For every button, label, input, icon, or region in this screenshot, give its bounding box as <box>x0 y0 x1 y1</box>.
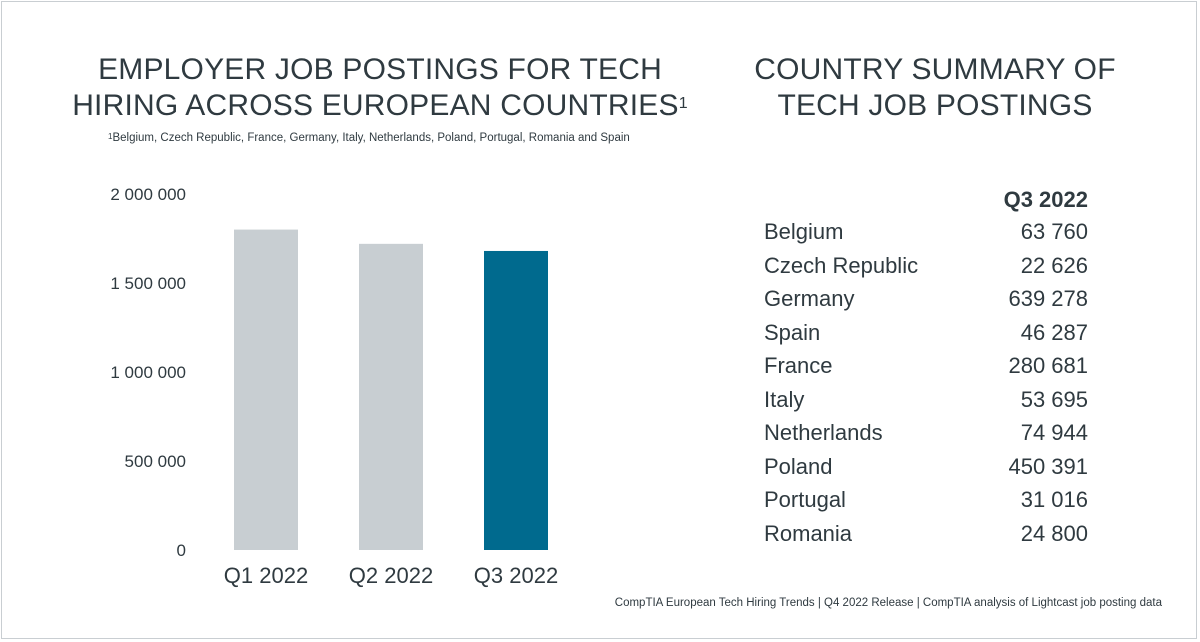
bar-q1-2022 <box>234 229 298 550</box>
chart-title-footnote-marker: 1 <box>678 95 688 112</box>
bar-q2-2022 <box>359 243 423 550</box>
summary-country: Netherlands <box>764 420 883 445</box>
source-note: CompTIA European Tech Hiring Trends | Q4… <box>614 597 1162 609</box>
footnote-marker: 1 <box>108 132 113 141</box>
summary-value: 450 391 <box>1008 453 1088 479</box>
x-tick-label: Q1 2022 <box>224 563 308 588</box>
summary-country: Germany <box>764 286 855 311</box>
summary-country: Portugal <box>764 487 846 512</box>
y-tick-label: 1 500 000 <box>110 274 186 293</box>
summary-value: 53 695 <box>1020 386 1088 412</box>
summary-country: France <box>764 353 833 378</box>
summary-value: 74 944 <box>1020 420 1088 445</box>
summary-row: Poland 450 391 <box>764 450 1088 484</box>
summary-title: COUNTRY SUMMARY OF TECH JOB POSTINGS <box>754 53 1116 122</box>
summary-row: Belgium 63 760 <box>764 215 1088 249</box>
summary-row: Germany 639 278 <box>764 282 1088 316</box>
summary-value: 22 626 <box>1020 252 1088 278</box>
summary-value: 639 278 <box>1008 286 1088 311</box>
summary-column-header: Q3 2022 <box>1003 187 1088 212</box>
y-tick-label: 2 000 000 <box>110 185 186 204</box>
summary-row: Italy 53 695 <box>764 383 1088 417</box>
summary-country: Belgium <box>764 219 844 244</box>
summary-value: 46 287 <box>1020 319 1088 345</box>
chart-footnote: 1Belgium, Czech Republic, France, German… <box>108 132 668 144</box>
summary-value: 31 016 <box>1020 487 1088 512</box>
summary-row: France 280 681 <box>764 349 1088 383</box>
y-tick-label: 1 000 000 <box>110 363 186 382</box>
country-summary-table: Q3 2022 Belgium 63 760 Czech Republic 22 62… <box>764 184 1088 550</box>
x-tick-label: Q2 2022 <box>349 563 433 588</box>
y-tick-label: 0 <box>177 541 186 560</box>
summary-row: Netherlands 74 944 <box>764 416 1088 450</box>
summary-rows: Belgium 63 760 Czech Republic 22 626 Germany… <box>764 215 1088 550</box>
summary-value: 63 760 <box>1020 219 1088 244</box>
chart-title-text: EMPLOYER JOB POSTINGS FOR TECH HIRING AC… <box>72 53 679 122</box>
summary-country: Italy <box>764 386 805 412</box>
summary-value: 24 800 <box>1020 520 1088 546</box>
summary-row: Czech Republic 22 626 <box>764 249 1088 283</box>
bar-q3-2022 <box>484 250 548 550</box>
summary-row: Spain 46 287 <box>764 316 1088 350</box>
summary-row: Romania 24 800 <box>764 517 1088 551</box>
summary-country: Spain <box>764 319 821 345</box>
summary-value: 280 681 <box>1008 353 1088 378</box>
bar-chart: 0 500 000 1 000 000 1 500 000 2 000 000 Q1 20… <box>110 185 558 588</box>
summary-country: Czech Republic <box>764 252 919 278</box>
y-tick-label: 500 000 <box>125 452 186 471</box>
chart-title: EMPLOYER JOB POSTINGS FOR TECH HIRING AC… <box>60 52 700 124</box>
summary-row: Portugal 31 016 <box>764 483 1088 517</box>
footnote-text: Belgium, Czech Republic, France, Germany… <box>112 132 630 144</box>
summary-country: Romania <box>764 520 853 546</box>
x-tick-label: Q3 2022 <box>474 563 558 588</box>
summary-country: Poland <box>764 453 833 479</box>
